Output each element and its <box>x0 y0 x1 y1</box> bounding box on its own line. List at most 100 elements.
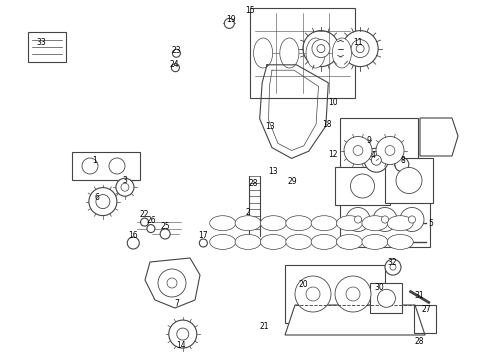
Circle shape <box>147 225 155 233</box>
Text: 13: 13 <box>269 166 278 176</box>
Circle shape <box>353 145 363 156</box>
Circle shape <box>177 328 189 340</box>
FancyBboxPatch shape <box>72 152 140 180</box>
Text: 12: 12 <box>328 150 338 159</box>
Ellipse shape <box>210 234 236 249</box>
Text: 33: 33 <box>37 38 47 47</box>
Text: 4: 4 <box>371 151 376 160</box>
Circle shape <box>344 136 372 165</box>
Circle shape <box>373 207 397 231</box>
Text: 11: 11 <box>353 38 363 47</box>
FancyBboxPatch shape <box>28 32 66 62</box>
Text: 3: 3 <box>122 176 127 185</box>
Circle shape <box>346 207 370 231</box>
Text: 26: 26 <box>146 216 156 225</box>
Circle shape <box>89 188 117 216</box>
Circle shape <box>172 64 179 72</box>
Bar <box>250 8 355 98</box>
Circle shape <box>376 136 404 165</box>
Ellipse shape <box>286 234 312 249</box>
Circle shape <box>351 40 369 58</box>
Text: 28: 28 <box>414 337 424 346</box>
FancyBboxPatch shape <box>335 167 390 205</box>
Circle shape <box>371 155 381 165</box>
Circle shape <box>158 269 186 297</box>
Text: 15: 15 <box>245 6 255 15</box>
Text: 31: 31 <box>414 291 424 300</box>
Text: 14: 14 <box>176 341 186 350</box>
Circle shape <box>167 278 177 288</box>
Text: 24: 24 <box>169 60 179 69</box>
Text: 1: 1 <box>92 156 97 165</box>
Circle shape <box>396 167 422 194</box>
FancyBboxPatch shape <box>285 265 385 323</box>
Polygon shape <box>420 118 458 156</box>
Ellipse shape <box>235 216 261 231</box>
FancyBboxPatch shape <box>340 192 430 247</box>
Ellipse shape <box>280 38 299 68</box>
Circle shape <box>172 49 180 57</box>
Circle shape <box>109 158 125 174</box>
Text: 5: 5 <box>429 220 434 229</box>
Ellipse shape <box>362 216 388 231</box>
Ellipse shape <box>210 216 236 231</box>
FancyBboxPatch shape <box>385 158 433 203</box>
Circle shape <box>116 178 134 196</box>
Text: 32: 32 <box>387 258 397 267</box>
Circle shape <box>335 276 371 312</box>
Ellipse shape <box>311 234 337 249</box>
Text: 18: 18 <box>322 120 332 129</box>
Text: 22: 22 <box>140 210 149 219</box>
Circle shape <box>160 229 170 239</box>
Text: 19: 19 <box>226 15 236 24</box>
Polygon shape <box>145 258 200 308</box>
Circle shape <box>169 320 197 348</box>
Circle shape <box>317 45 325 53</box>
Text: 25: 25 <box>160 222 170 231</box>
Text: 7: 7 <box>174 299 179 307</box>
Circle shape <box>306 287 320 301</box>
Circle shape <box>408 216 416 223</box>
Text: 17: 17 <box>198 231 208 240</box>
Polygon shape <box>285 305 425 335</box>
Circle shape <box>395 158 409 171</box>
Circle shape <box>365 148 388 172</box>
Ellipse shape <box>337 216 363 231</box>
Text: 10: 10 <box>328 98 338 107</box>
Ellipse shape <box>260 234 287 249</box>
Ellipse shape <box>286 216 312 231</box>
Circle shape <box>385 145 395 156</box>
Text: 8: 8 <box>400 156 405 165</box>
Circle shape <box>82 158 98 174</box>
Ellipse shape <box>254 38 272 68</box>
FancyBboxPatch shape <box>370 283 402 313</box>
Ellipse shape <box>260 216 287 231</box>
Circle shape <box>390 264 396 270</box>
Circle shape <box>346 287 360 301</box>
Text: 13: 13 <box>266 122 275 131</box>
Text: 20: 20 <box>298 280 308 289</box>
Circle shape <box>354 216 362 223</box>
Text: 29: 29 <box>287 177 297 186</box>
Circle shape <box>381 216 389 223</box>
Ellipse shape <box>362 234 388 249</box>
Ellipse shape <box>337 234 363 249</box>
FancyBboxPatch shape <box>340 118 418 183</box>
Text: 30: 30 <box>375 284 385 292</box>
Circle shape <box>385 259 401 275</box>
Circle shape <box>199 239 207 247</box>
Text: 2: 2 <box>245 208 250 217</box>
Circle shape <box>121 183 129 191</box>
Text: 6: 6 <box>95 193 99 202</box>
Circle shape <box>224 18 234 28</box>
Ellipse shape <box>311 216 337 231</box>
Text: 28: 28 <box>248 179 258 188</box>
Circle shape <box>141 218 148 226</box>
Circle shape <box>303 31 339 67</box>
Ellipse shape <box>306 38 325 68</box>
Circle shape <box>356 45 364 53</box>
Text: 21: 21 <box>260 323 270 331</box>
Ellipse shape <box>387 234 413 249</box>
Circle shape <box>312 40 330 58</box>
Ellipse shape <box>387 216 413 231</box>
